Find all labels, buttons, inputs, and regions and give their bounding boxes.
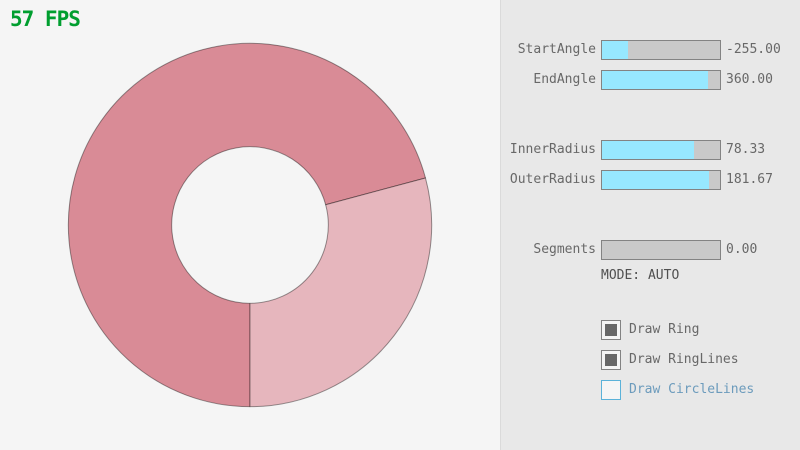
- innerradius-slider[interactable]: [601, 140, 721, 160]
- draw-circlelines-checkbox[interactable]: [601, 380, 621, 400]
- ring-sector-single-drawn: [249, 177, 433, 408]
- slider-row-innerradius: InnerRadius 78.33: [501, 140, 800, 160]
- slider-row-startangle: StartAngle -255.00: [501, 40, 800, 60]
- segments-slider[interactable]: [601, 240, 721, 260]
- slider-label: InnerRadius: [509, 142, 596, 157]
- slider-label: EndAngle: [533, 72, 596, 87]
- checkbox-row-draw-circlelines: Draw CircleLines: [501, 380, 800, 400]
- slider-value: 181.67: [726, 172, 773, 187]
- checkbox-label: Draw Ring: [629, 322, 700, 337]
- slider-label: Segments: [533, 242, 596, 257]
- slider-fill: [602, 171, 709, 189]
- slider-value: 0.00: [726, 242, 758, 257]
- startangle-slider[interactable]: [601, 40, 721, 60]
- slider-value: 360.00: [726, 72, 773, 87]
- slider-label: OuterRadius: [509, 172, 596, 187]
- outerradius-slider[interactable]: [601, 170, 721, 190]
- fps-counter: 57 FPS: [10, 7, 81, 31]
- checkbox-label: Draw RingLines: [629, 352, 739, 367]
- endangle-slider[interactable]: [601, 70, 721, 90]
- checkbox-label: Draw CircleLines: [629, 382, 755, 397]
- checkbox-row-draw-ringlines: Draw RingLines: [501, 350, 800, 370]
- slider-label: StartAngle: [517, 42, 596, 57]
- ring-sector-overlap-double-drawn: [67, 42, 427, 408]
- slider-row-segments: Segments 0.00: [501, 240, 800, 260]
- slider-fill: [602, 141, 694, 159]
- mode-indicator: MODE: AUTO: [601, 268, 680, 283]
- slider-fill: [602, 71, 708, 89]
- checkbox-row-draw-ring: Draw Ring: [501, 320, 800, 340]
- draw-ringlines-checkbox[interactable]: [601, 350, 621, 370]
- slider-row-outerradius: OuterRadius 181.67: [501, 170, 800, 190]
- controls-panel: StartAngle -255.00 EndAngle 360.00 Inner…: [500, 0, 800, 450]
- slider-row-endangle: EndAngle 360.00: [501, 70, 800, 90]
- slider-fill: [602, 41, 628, 59]
- ring-graphic: [67, 42, 433, 408]
- draw-ring-checkbox[interactable]: [601, 320, 621, 340]
- slider-value: -255.00: [726, 42, 781, 57]
- slider-value: 78.33: [726, 142, 766, 157]
